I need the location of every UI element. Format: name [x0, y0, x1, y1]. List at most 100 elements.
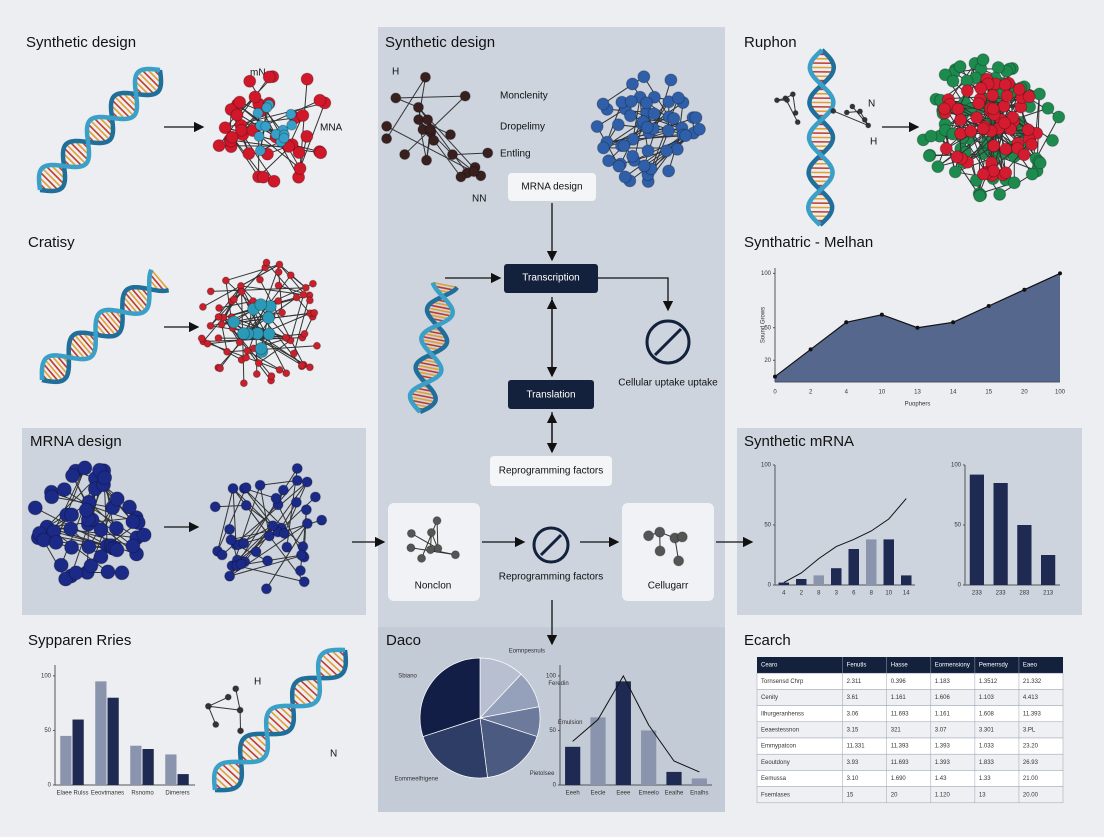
- atom: [971, 112, 983, 124]
- table-cell: 3.10: [847, 776, 859, 782]
- point: [880, 313, 884, 317]
- atom: [275, 269, 282, 276]
- x-tick-label: Dimerers: [165, 791, 189, 797]
- atom: [110, 492, 124, 506]
- table-row: [757, 689, 1063, 705]
- atom: [261, 121, 271, 131]
- atom: [672, 92, 684, 104]
- atom: [626, 78, 638, 90]
- table-cell: 1.183: [935, 679, 951, 685]
- atom: [642, 145, 654, 157]
- atom: [951, 151, 963, 163]
- atom: [137, 528, 151, 542]
- atom: [57, 483, 71, 497]
- atom: [65, 540, 79, 554]
- pie-label: Sbiano: [398, 673, 417, 679]
- atom: [276, 366, 283, 373]
- atom: [255, 360, 262, 367]
- atom: [296, 550, 306, 560]
- table-header-cell: Fenutls: [847, 663, 867, 669]
- table-header-cell: Cearo: [761, 663, 778, 669]
- table-cell: Eeoutdony: [761, 760, 790, 766]
- table-cell: 0.396: [891, 679, 907, 685]
- atom: [226, 535, 236, 545]
- y-tick-label: 100: [951, 463, 962, 469]
- table-cell: Ilhurgeranhenss: [761, 711, 804, 717]
- atom: [866, 123, 871, 128]
- atom: [263, 71, 275, 83]
- atom: [276, 261, 283, 268]
- atom: [429, 135, 439, 145]
- atom: [660, 145, 672, 157]
- atom: [613, 160, 625, 172]
- atom: [268, 373, 275, 380]
- pie-label: Eomnpesnuls: [509, 649, 545, 655]
- flow-label: Reprogramming factors: [499, 466, 603, 477]
- point: [844, 320, 848, 324]
- atom: [999, 117, 1011, 129]
- atom: [447, 150, 457, 160]
- atom: [414, 115, 424, 125]
- flow-label: Transcription: [522, 273, 579, 284]
- section-title: MRNA design: [30, 433, 122, 450]
- table-header-cell: Pemerrsdy: [979, 663, 1008, 669]
- atom: [862, 117, 867, 122]
- atom: [624, 110, 636, 122]
- point: [809, 347, 813, 351]
- atom: [101, 565, 115, 579]
- atom: [674, 556, 684, 566]
- atom: [241, 483, 251, 493]
- atom: [217, 550, 227, 560]
- atom: [215, 313, 222, 320]
- flow-label: MRNA design: [521, 182, 582, 193]
- atom: [268, 175, 280, 187]
- atom: [483, 148, 493, 158]
- molecule-label: H: [254, 677, 261, 688]
- atom: [257, 171, 269, 183]
- y-tick-label: 20: [764, 358, 771, 364]
- atom: [955, 114, 967, 126]
- bar: [994, 483, 1008, 585]
- atom: [213, 140, 225, 152]
- bar: [1041, 555, 1055, 585]
- section-title: Cratisy: [28, 234, 75, 251]
- x-tick-label: 100: [1055, 390, 1066, 396]
- table-cell: Tornsensd Chrp: [761, 679, 804, 685]
- table-cell: 3.61: [847, 695, 859, 701]
- table-cell: Eeaestessnon: [761, 727, 799, 733]
- table-cell: 2.311: [847, 679, 862, 685]
- atom: [282, 542, 292, 552]
- atom: [427, 529, 435, 537]
- x-tick-label: Eeee: [616, 791, 631, 797]
- atom: [98, 471, 112, 485]
- atom: [238, 728, 244, 734]
- table-cell: 1.393: [935, 744, 951, 750]
- atom: [69, 566, 83, 580]
- atom: [987, 89, 999, 101]
- atom: [1000, 143, 1012, 155]
- table-cell: 1.103: [979, 695, 995, 701]
- atom: [297, 109, 309, 121]
- molecule-label: Dropelimy: [500, 122, 545, 133]
- atom: [1008, 177, 1020, 189]
- bar: [590, 717, 605, 785]
- table-row: [757, 722, 1063, 738]
- atom: [256, 276, 263, 283]
- atom: [224, 348, 231, 355]
- atom: [301, 130, 313, 142]
- y-tick-label: 50: [764, 523, 771, 529]
- x-tick-label: 14: [903, 591, 910, 597]
- atom: [205, 703, 211, 709]
- x-tick-label: 283: [1019, 591, 1030, 597]
- atom: [1026, 168, 1038, 180]
- bar: [108, 698, 119, 785]
- table-cell: 1.161: [891, 695, 907, 701]
- atom: [263, 259, 270, 266]
- atom: [987, 103, 999, 115]
- atom: [680, 130, 692, 142]
- atom: [597, 98, 609, 110]
- atom: [850, 104, 855, 109]
- atom: [54, 558, 68, 572]
- atom: [253, 108, 263, 118]
- atom: [618, 140, 630, 152]
